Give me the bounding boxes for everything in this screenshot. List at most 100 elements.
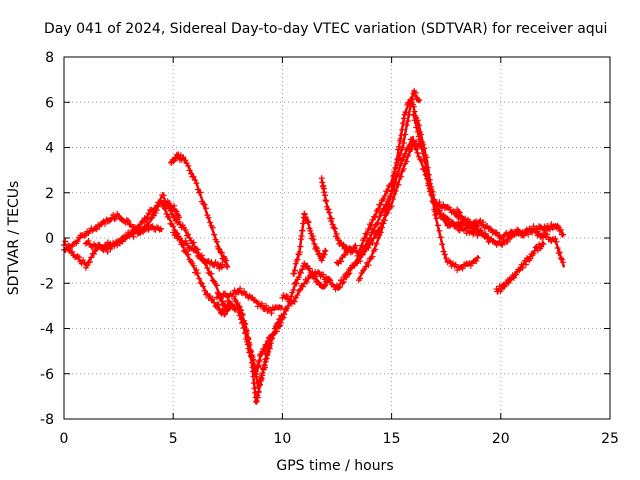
data-point-marker [395,146,402,153]
data-point-marker [183,248,190,255]
data-point-marker [299,266,306,273]
data-point-marker [149,223,156,230]
data-point-marker [297,286,304,293]
data-point-marker [234,288,241,295]
data-point-marker [346,244,353,251]
data-point-marker [470,231,477,238]
data-point-marker [418,157,425,164]
data-point-marker [226,298,233,305]
data-point-marker [111,242,118,249]
data-point-marker [293,280,300,287]
data-point-marker [499,242,506,249]
data-point-marker [447,259,454,266]
data-point-marker [170,158,177,165]
data-point-marker [146,215,153,222]
series-trace-13 [290,210,329,277]
data-point-marker [439,241,446,248]
data-point-marker [326,209,333,216]
data-point-marker [544,222,551,229]
data-point-marker [440,212,447,219]
data-point-marker [493,229,500,236]
data-point-marker [510,274,517,281]
data-point-marker [74,253,81,260]
data-point-marker [312,273,319,280]
data-point-marker [436,227,443,234]
data-point-marker [385,201,392,208]
data-point-marker [460,227,467,234]
data-point-marker [207,219,214,226]
data-point-marker [377,201,384,208]
data-point-marker [167,207,174,214]
data-point-marker [227,300,234,307]
data-point-marker [297,270,304,277]
data-point-marker [205,269,212,276]
data-point-marker [92,225,99,232]
data-point-marker [178,239,185,246]
data-point-marker [278,305,285,312]
data-point-marker [205,214,212,221]
data-point-marker [351,245,358,252]
data-point-marker [343,247,350,254]
y-axis-label: SDTVAR / TECUs [6,181,22,296]
data-point-marker [400,120,407,127]
data-point-marker [185,162,192,169]
data-point-marker [200,200,207,207]
data-point-marker [292,279,299,286]
data-point-marker [249,294,256,301]
data-point-marker [326,276,333,283]
data-point-marker [373,230,380,237]
data-point-marker [252,371,259,378]
data-point-marker [411,140,418,147]
data-point-marker [157,225,164,232]
data-point-marker [234,299,241,306]
data-point-marker [325,206,332,213]
data-point-marker [467,222,474,229]
series-trace-16 [334,87,423,267]
data-point-marker [140,217,147,224]
data-point-marker [306,265,313,272]
axis-ticks: 0 5 10 15 20 25 -8 -6 -4 -2 0 2 4 6 8 [40,50,619,447]
data-point-marker [252,297,259,304]
data-point-marker [507,234,514,241]
y-tick-label: 2 [45,186,54,202]
data-point-marker [361,248,368,255]
data-point-marker [505,279,512,286]
data-point-marker [238,289,245,296]
data-point-marker [263,302,270,309]
data-point-marker [400,154,407,161]
data-point-marker [376,213,383,220]
data-point-marker [485,234,492,241]
data-point-marker [365,225,372,232]
data-point-marker [395,181,402,188]
data-point-marker [201,287,208,294]
data-point-marker [177,236,184,243]
data-point-marker [93,226,100,233]
data-point-marker [455,226,462,233]
x-tick-label: 0 [60,431,69,447]
data-point-marker [205,257,212,264]
data-point-marker [372,214,379,221]
data-point-marker [71,239,78,246]
data-point-marker [290,287,297,294]
data-point-marker [381,192,388,199]
data-point-marker [402,131,409,138]
data-point-marker [236,303,243,310]
data-point-marker [519,264,526,271]
data-point-marker [198,252,205,259]
data-point-marker [85,237,92,244]
data-point-marker [357,275,364,282]
data-point-marker [387,193,394,200]
data-point-marker [323,198,330,205]
data-point-marker [223,257,230,264]
data-point-marker [297,243,304,250]
data-point-marker [307,269,314,276]
data-point-marker [372,246,379,253]
data-point-marker [237,285,244,292]
data-point-marker [421,145,428,152]
data-point-marker [299,227,306,234]
data-point-marker [260,348,267,355]
data-point-marker [400,115,407,122]
data-point-marker [111,216,118,223]
data-point-marker [115,212,122,219]
